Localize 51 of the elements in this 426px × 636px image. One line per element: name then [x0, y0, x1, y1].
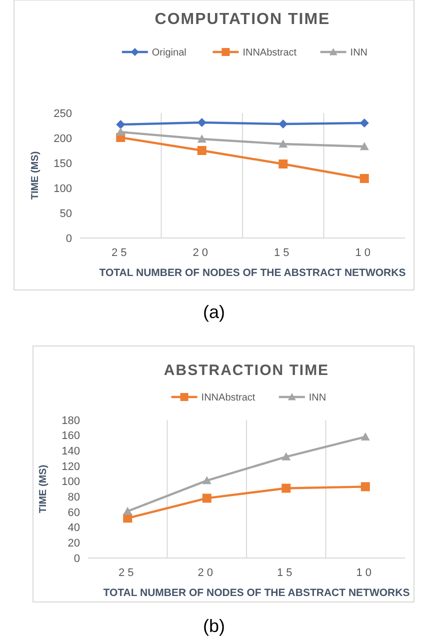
- y-axis-title: TIME (MS): [38, 464, 49, 514]
- y-tick-label: 0: [74, 552, 80, 565]
- y-tick-label: 100: [62, 476, 80, 488]
- x-tick-label: 25: [112, 247, 130, 259]
- y-tick-label: 160: [62, 430, 80, 442]
- point: [278, 160, 288, 168]
- x-tick-label: 20: [198, 567, 216, 579]
- x-tick-label: 25: [118, 567, 137, 579]
- legend-label: INNAbstract: [201, 392, 256, 404]
- chart-title: ABSTRACTION TIME: [164, 362, 330, 379]
- point: [278, 140, 288, 148]
- y-tick-label: 140: [62, 446, 80, 458]
- y-tick-label: 50: [60, 208, 72, 220]
- chart-title: COMPUTATION TIME: [154, 11, 330, 28]
- point: [360, 142, 369, 150]
- point: [360, 174, 369, 183]
- legend-label: INNAbstract: [242, 48, 297, 58]
- y-tick-label: 20: [68, 538, 80, 550]
- point: [282, 452, 291, 460]
- y-tick-label: 0: [66, 232, 72, 245]
- legend-label: INN: [308, 392, 326, 404]
- legend-label: Original: [152, 48, 186, 58]
- text: (a): [203, 302, 225, 322]
- y-tick-label: 40: [68, 522, 80, 534]
- legend-label: INN: [350, 48, 368, 58]
- y-tick-label: 250: [54, 108, 72, 120]
- x-axis-title: TOTAL NUMBER OF NODES OF THE ABSTRACT NETWORKS: [99, 267, 406, 279]
- x-axis-title: TOTAL NUMBER OF NODES OF THE ABSTRACT NETWORKS: [103, 587, 410, 599]
- point: [282, 484, 291, 493]
- point: [360, 482, 370, 492]
- y-tick-label: 100: [54, 182, 72, 195]
- y-axis-title: TIME (MS): [30, 151, 41, 200]
- point: [116, 128, 126, 136]
- y-tick-label: 60: [68, 506, 80, 519]
- point: [197, 134, 206, 143]
- point: [202, 476, 212, 484]
- x-tick-label: 20: [192, 247, 211, 259]
- y-tick-label: 200: [54, 132, 72, 145]
- x-tick-label: 15: [274, 247, 292, 259]
- y-tick-label: 180: [62, 414, 80, 427]
- x-tick-label: 15: [277, 567, 296, 579]
- point: [202, 494, 212, 503]
- point: [123, 506, 132, 515]
- x-tick-label: 10: [355, 247, 374, 259]
- y-tick-label: 80: [68, 492, 80, 504]
- y-tick-label: 150: [54, 158, 72, 170]
- x-tick-label: 10: [356, 567, 374, 579]
- text: (b): [203, 616, 225, 636]
- point: [360, 432, 370, 440]
- y-tick-label: 120: [62, 460, 80, 473]
- point: [197, 146, 206, 155]
